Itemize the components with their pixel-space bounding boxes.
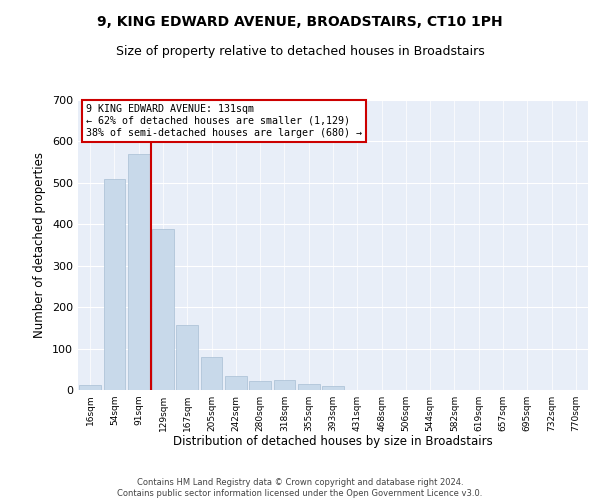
- Text: Contains HM Land Registry data © Crown copyright and database right 2024.
Contai: Contains HM Land Registry data © Crown c…: [118, 478, 482, 498]
- Bar: [274, 380, 295, 390]
- Bar: [298, 384, 320, 390]
- Text: 9 KING EDWARD AVENUE: 131sqm
← 62% of detached houses are smaller (1,129)
38% of: 9 KING EDWARD AVENUE: 131sqm ← 62% of de…: [86, 104, 362, 138]
- Text: 9, KING EDWARD AVENUE, BROADSTAIRS, CT10 1PH: 9, KING EDWARD AVENUE, BROADSTAIRS, CT10…: [97, 15, 503, 29]
- Bar: [104, 178, 125, 390]
- Text: Size of property relative to detached houses in Broadstairs: Size of property relative to detached ho…: [116, 45, 484, 58]
- Bar: [322, 386, 344, 390]
- Bar: [249, 381, 271, 390]
- Y-axis label: Number of detached properties: Number of detached properties: [34, 152, 46, 338]
- Bar: [200, 357, 223, 390]
- Bar: [79, 384, 101, 390]
- Bar: [128, 154, 149, 390]
- Bar: [225, 376, 247, 390]
- Bar: [176, 324, 198, 390]
- Bar: [152, 230, 174, 390]
- Text: Distribution of detached houses by size in Broadstairs: Distribution of detached houses by size …: [173, 435, 493, 448]
